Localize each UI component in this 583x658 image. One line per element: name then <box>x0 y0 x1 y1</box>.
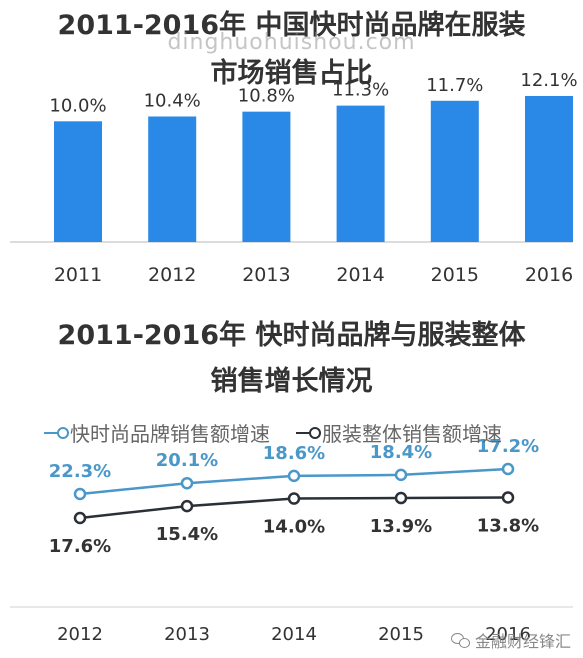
series-1-value-label: 17.6% <box>49 536 111 557</box>
series-0-point <box>180 476 194 490</box>
line-x-tick-label: 2012 <box>57 624 103 645</box>
series-0-point <box>501 462 515 476</box>
bar-2012 <box>148 116 197 242</box>
bar-x-tick-label: 2012 <box>148 264 196 286</box>
series-0-point <box>73 487 87 501</box>
line-chart-title-line1: 2011-2016年 快时尚品牌与服装整体 <box>57 320 526 351</box>
series-1-point <box>501 491 515 504</box>
series-1-point <box>73 511 87 525</box>
bar-value-label: 12.1% <box>520 70 577 91</box>
bar-2015 <box>430 100 479 242</box>
bar-value-label: 11.3% <box>332 80 389 101</box>
footer-source-label: 金融财经锋汇 <box>474 632 571 651</box>
bar-2014 <box>336 105 385 242</box>
series-1-point <box>394 491 408 505</box>
line-chart-legend: 快时尚品牌销售额增速 服装整体销售额增速 <box>44 418 502 447</box>
series-0-value-label: 22.3% <box>49 461 111 482</box>
line-x-tick-label: 2016 <box>485 624 531 645</box>
series-0-point <box>287 469 301 483</box>
series-1-point <box>180 499 194 513</box>
line-x-tick-label: 2014 <box>271 624 317 645</box>
footer-source: 金融财经锋汇 <box>450 628 571 652</box>
bar-chart-title-line2: 市场销售占比 <box>210 58 373 89</box>
bar-x-tick-label: 2015 <box>431 264 479 286</box>
bar-2013 <box>242 111 291 242</box>
bar-value-label: 10.8% <box>238 86 295 107</box>
bar-value-label: 11.7% <box>426 75 483 96</box>
series-1-value-label: 13.9% <box>370 516 432 537</box>
bar-x-tick-label: 2014 <box>336 264 384 286</box>
series-0-value-label: 17.2% <box>477 436 539 457</box>
series-0-value-label: 20.1% <box>156 450 218 471</box>
line-x-tick-label: 2015 <box>378 624 424 645</box>
legend-item-apparel-total: 服装整体销售额增速 <box>296 418 502 447</box>
bar-value-label: 10.4% <box>144 90 201 111</box>
bar-chart-title-line1: 2011-2016年 中国快时尚品牌在服装 <box>57 10 526 41</box>
series-0-value-label: 18.4% <box>370 442 432 463</box>
bar-2016 <box>525 95 573 242</box>
legend-line-icon <box>44 426 69 439</box>
bar-2011 <box>54 121 102 242</box>
bar-chart: 10.0% 2011 10.4% 2012 10.8% 2013 11.3% 2014 11.7… <box>10 70 578 286</box>
legend-line-icon <box>296 426 321 439</box>
line-x-tick-label: 2013 <box>164 624 210 645</box>
line-chart-title-line2: 销售增长情况 <box>210 366 373 397</box>
series-1-value-label: 14.0% <box>263 517 325 538</box>
legend-label: 服装整体销售额增速 <box>322 422 502 446</box>
series-1-value-label: 15.4% <box>156 524 218 545</box>
bar-value-label: 10.0% <box>49 95 106 116</box>
wechat-icon <box>450 632 471 648</box>
series-1-value-label: 13.8% <box>477 515 539 536</box>
bar-x-tick-label: 2013 <box>242 264 290 286</box>
series-1-point <box>287 492 301 505</box>
bar-x-tick-label: 2011 <box>54 264 102 286</box>
watermark: dinghuohuishou.com <box>167 30 416 55</box>
bar-x-tick-label: 2016 <box>525 264 573 286</box>
series-0-point <box>394 468 408 482</box>
legend-label: 快时尚品牌销售额增速 <box>70 422 270 446</box>
legend-item-fast-fashion: 快时尚品牌销售额增速 <box>44 418 270 447</box>
series-0-value-label: 18.6% <box>263 443 325 464</box>
